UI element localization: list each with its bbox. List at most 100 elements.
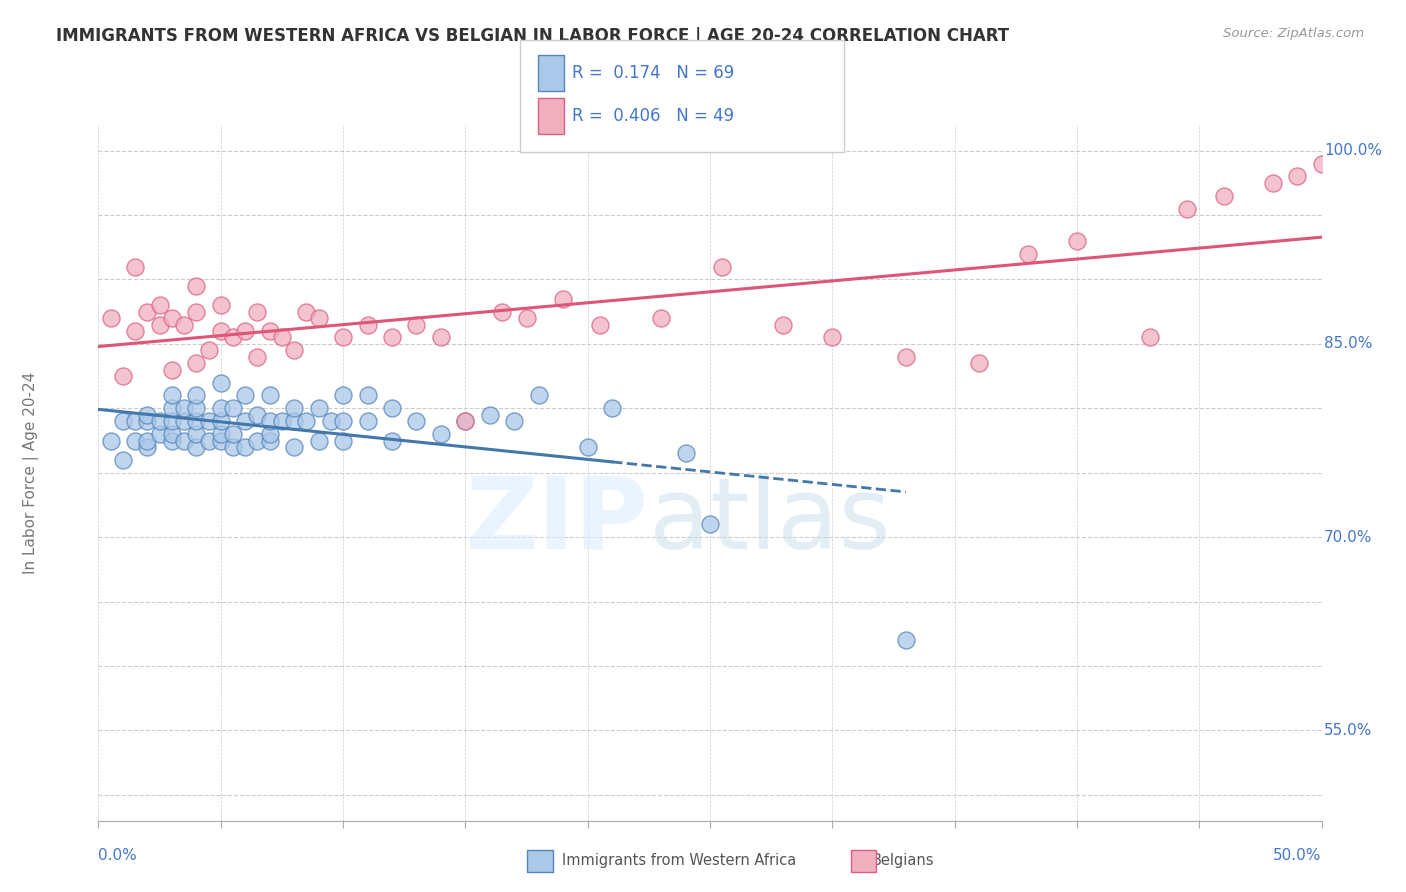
Point	[1212, 188, 1234, 202]
Point	[295, 414, 318, 428]
Point	[246, 434, 269, 448]
Point	[430, 330, 453, 344]
Point	[136, 304, 159, 318]
Text: IMMIGRANTS FROM WESTERN AFRICA VS BELGIAN IN LABOR FORCE | AGE 20-24 CORRELATION: IMMIGRANTS FROM WESTERN AFRICA VS BELGIA…	[56, 27, 1010, 45]
Point	[160, 434, 183, 448]
Point	[111, 453, 134, 467]
Point	[332, 330, 354, 344]
Point	[233, 414, 256, 428]
Point	[173, 401, 195, 416]
Point	[283, 343, 305, 358]
Point	[332, 434, 354, 448]
Point	[197, 343, 219, 358]
Point	[308, 311, 330, 326]
Point	[381, 330, 404, 344]
Text: 50.0%: 50.0%	[1274, 848, 1322, 863]
Point	[233, 440, 256, 454]
Point	[503, 414, 526, 428]
Point	[186, 356, 208, 370]
Point	[160, 401, 183, 416]
Point	[553, 292, 575, 306]
Point	[160, 427, 183, 442]
Point	[430, 427, 453, 442]
Point	[821, 330, 844, 344]
Text: Source: ZipAtlas.com: Source: ZipAtlas.com	[1223, 27, 1364, 40]
Point	[295, 304, 318, 318]
Point	[967, 356, 990, 370]
Point	[209, 324, 232, 338]
Point	[270, 330, 294, 344]
Point	[136, 414, 159, 428]
Point	[173, 434, 195, 448]
Point	[136, 440, 159, 454]
Point	[186, 427, 208, 442]
Point	[259, 324, 281, 338]
Text: R =  0.406   N = 49: R = 0.406 N = 49	[572, 107, 734, 125]
Point	[650, 311, 672, 326]
Point	[283, 440, 305, 454]
Point	[405, 414, 427, 428]
Point	[454, 414, 477, 428]
Point	[124, 260, 146, 274]
Point	[246, 408, 269, 422]
Point	[124, 324, 146, 338]
Point	[209, 414, 232, 428]
Point	[259, 427, 281, 442]
Point	[100, 434, 122, 448]
Point	[186, 304, 208, 318]
Point	[1017, 246, 1039, 260]
Point	[1066, 234, 1088, 248]
Point	[576, 440, 599, 454]
Point	[246, 350, 269, 364]
Text: ZIP: ZIP	[465, 473, 648, 570]
Point	[259, 414, 281, 428]
Point	[589, 318, 612, 332]
Point	[186, 440, 208, 454]
Point	[149, 427, 172, 442]
Text: 0.0%: 0.0%	[98, 848, 138, 863]
Point	[454, 414, 477, 428]
Point	[894, 633, 917, 648]
Text: Immigrants from Western Africa: Immigrants from Western Africa	[562, 854, 797, 868]
Point	[894, 350, 917, 364]
Point	[111, 414, 134, 428]
Point	[136, 408, 159, 422]
Point	[1261, 176, 1284, 190]
Point	[173, 414, 195, 428]
Point	[332, 388, 354, 402]
Point	[1310, 156, 1333, 170]
Text: 70.0%: 70.0%	[1324, 530, 1372, 545]
Point	[527, 388, 550, 402]
Point	[149, 414, 172, 428]
Point	[1139, 330, 1161, 344]
Point	[772, 318, 794, 332]
Point	[332, 414, 354, 428]
Point	[111, 369, 134, 384]
Point	[233, 324, 256, 338]
Point	[100, 311, 122, 326]
Point	[124, 434, 146, 448]
Point	[259, 388, 281, 402]
Point	[675, 446, 697, 460]
Point	[186, 388, 208, 402]
Point	[209, 434, 232, 448]
Point	[283, 414, 305, 428]
Point	[222, 427, 245, 442]
Point	[173, 318, 195, 332]
Point	[491, 304, 513, 318]
Point	[356, 388, 378, 402]
Point	[222, 440, 245, 454]
Point	[319, 414, 342, 428]
Point	[600, 401, 623, 416]
Text: 100.0%: 100.0%	[1324, 143, 1382, 158]
Point	[222, 330, 245, 344]
Point	[124, 414, 146, 428]
Point	[1286, 169, 1309, 184]
Point	[246, 304, 269, 318]
Point	[283, 401, 305, 416]
Point	[186, 414, 208, 428]
Point	[356, 318, 378, 332]
Point	[478, 408, 501, 422]
Point	[222, 401, 245, 416]
Point	[160, 414, 183, 428]
